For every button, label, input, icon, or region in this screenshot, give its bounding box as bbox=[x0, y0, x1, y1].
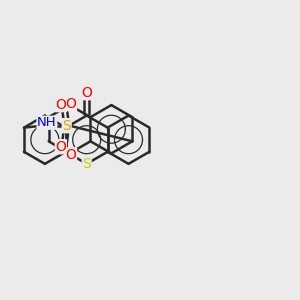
Text: NH: NH bbox=[37, 116, 57, 129]
Text: S: S bbox=[82, 157, 91, 171]
Text: S: S bbox=[62, 119, 71, 133]
Text: O: O bbox=[81, 86, 92, 100]
Text: O: O bbox=[66, 148, 76, 162]
Text: O: O bbox=[66, 97, 76, 111]
Text: O: O bbox=[56, 140, 66, 154]
Text: O: O bbox=[56, 98, 66, 112]
